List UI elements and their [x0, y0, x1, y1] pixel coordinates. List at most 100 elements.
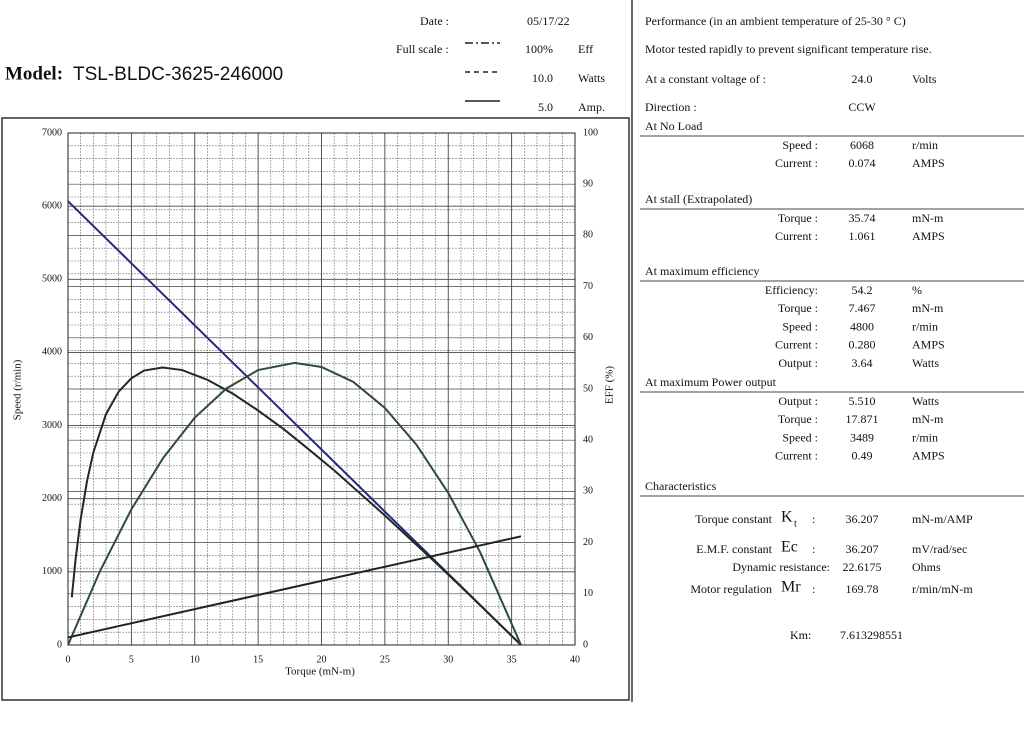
row-label: Current :	[775, 449, 818, 463]
characteristics-title: Characteristics	[645, 479, 717, 493]
y2-tick-label: 50	[583, 383, 593, 394]
section-title: At maximum efficiency	[645, 264, 759, 278]
row-unit: r/min	[912, 319, 938, 333]
y2-tick-label: 100	[583, 127, 598, 138]
y-tick-label: 1000	[42, 566, 62, 577]
y-axis-label: Speed (r/min)	[12, 359, 24, 420]
model-label: Model:	[5, 63, 63, 84]
row-unit: AMPS	[912, 156, 945, 170]
char-colon: :	[812, 582, 815, 596]
full-scale-label: Full scale :	[396, 42, 449, 56]
row-label: Current :	[775, 338, 818, 352]
row-unit: mN-m	[912, 301, 944, 315]
row-label: Current :	[775, 229, 818, 243]
row-value: 6068	[850, 138, 874, 152]
char-symbol: K	[781, 509, 793, 526]
x-tick-label: 10	[190, 654, 200, 665]
char-label: Motor regulation	[690, 582, 772, 596]
row-unit: mN-m	[912, 211, 944, 225]
row-unit: AMPS	[912, 449, 945, 463]
y-tick-label: 2000	[42, 493, 62, 504]
legend-name: Amp.	[578, 100, 605, 114]
legend-value: 5.0	[538, 100, 553, 114]
y2-tick-label: 80	[583, 230, 593, 241]
row-unit: mN-m	[912, 412, 944, 426]
legend-value: 100%	[525, 42, 553, 56]
y-tick-label: 3000	[42, 420, 62, 431]
row-label: Torque :	[778, 301, 818, 315]
series-line	[67, 535, 522, 639]
x-axis-label: Torque (mN-m)	[285, 666, 355, 678]
char-symbol: Ec	[781, 539, 798, 556]
char-unit: Ohms	[912, 560, 941, 574]
y-tick-label: 4000	[42, 347, 62, 358]
char-value: 36.207	[846, 542, 879, 556]
x-tick-label: 30	[443, 654, 453, 665]
direction-value: CCW	[848, 100, 876, 114]
y2-tick-label: 0	[583, 639, 588, 650]
row-unit: AMPS	[912, 229, 945, 243]
y2-tick-label: 10	[583, 588, 593, 599]
series-line	[67, 361, 522, 646]
char-colon: :	[812, 512, 815, 526]
x-tick-label: 35	[507, 654, 517, 665]
y-tick-label: 0	[57, 639, 62, 650]
y2-tick-label: 40	[583, 434, 593, 445]
row-label: Output :	[778, 394, 818, 408]
row-unit: r/min	[912, 138, 938, 152]
y-tick-label: 6000	[42, 200, 62, 211]
row-value: 54.2	[852, 283, 873, 297]
char-label: Torque constant	[695, 512, 772, 526]
row-label: Efficiency:	[765, 283, 818, 297]
km-label: Km:	[790, 628, 811, 642]
char-subscript: t	[794, 518, 797, 529]
y2-tick-label: 60	[583, 332, 593, 343]
y2-tick-label: 20	[583, 537, 593, 548]
row-unit: r/min	[912, 430, 938, 444]
row-unit: Watts	[912, 394, 939, 408]
char-unit: mV/rad/sec	[912, 542, 967, 556]
x-tick-label: 20	[317, 654, 327, 665]
row-value: 7.467	[849, 301, 876, 315]
char-value: 36.207	[846, 512, 879, 526]
char-value: 22.6175	[843, 560, 882, 574]
row-label: Torque :	[778, 412, 818, 426]
row-unit: Watts	[912, 356, 939, 370]
legend-name: Watts	[578, 71, 605, 85]
x-tick-label: 0	[66, 654, 71, 665]
y2-axis-label: EFF (%)	[604, 366, 616, 405]
date-label: Date :	[420, 14, 449, 28]
x-tick-label: 25	[380, 654, 390, 665]
row-unit: %	[912, 283, 922, 297]
row-value: 0.280	[849, 338, 876, 352]
y2-tick-label: 70	[583, 281, 593, 292]
x-tick-label: 15	[253, 654, 263, 665]
row-label: Torque :	[778, 211, 818, 225]
plot-area	[67, 132, 576, 646]
row-value: 17.871	[846, 412, 879, 426]
voltage-value: 24.0	[852, 72, 873, 86]
row-label: Output :	[778, 356, 818, 370]
row-value: 3489	[850, 430, 874, 444]
row-value: 35.74	[849, 211, 876, 225]
char-symbol: Mr	[781, 579, 801, 596]
char-unit: r/min/mN-m	[912, 582, 973, 596]
row-value: 0.074	[849, 156, 876, 170]
row-label: Current :	[775, 156, 818, 170]
row-label: Speed :	[782, 430, 818, 444]
row-value: 5.510	[849, 394, 876, 408]
legend-value: 10.0	[532, 71, 553, 85]
series-line	[70, 366, 522, 646]
x-tick-label: 40	[570, 654, 580, 665]
x-tick-label: 5	[129, 654, 134, 665]
legend-name: Eff	[578, 42, 593, 56]
y-tick-label: 5000	[42, 274, 62, 285]
y-tick-label: 7000	[42, 127, 62, 138]
voltage-unit: Volts	[912, 72, 937, 86]
voltage-label: At a constant voltage of :	[645, 72, 766, 86]
char-label: E.M.F. constant	[696, 542, 772, 556]
char-colon: :	[812, 542, 815, 556]
model-number: TSL-BLDC-3625-246000	[73, 64, 283, 85]
row-value: 4800	[850, 319, 874, 333]
direction-label: Direction :	[645, 100, 697, 114]
